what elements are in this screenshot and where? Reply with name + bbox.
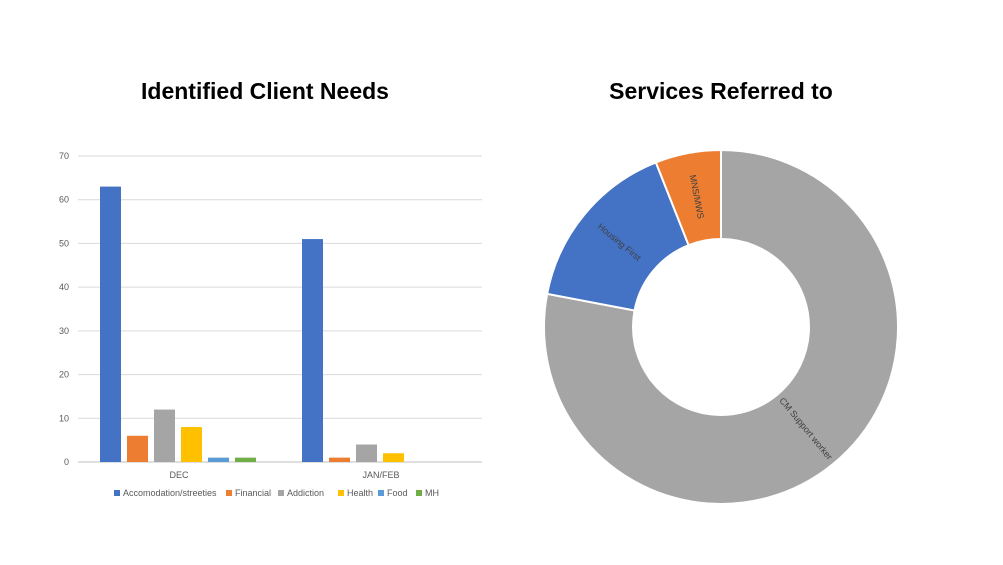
bar-health-jan-feb	[383, 453, 404, 462]
bar-financial-dec	[127, 435, 148, 462]
slice-cm-support-worker	[543, 148, 899, 505]
bar-accomodation-streeties-dec	[100, 186, 121, 462]
legend-label-food: Food	[387, 488, 408, 498]
legend-swatch-accomodation-streeties	[114, 490, 120, 496]
slice-mns-mws	[654, 148, 722, 247]
y-tick-label: 50	[59, 238, 69, 248]
y-tick-label: 20	[59, 370, 69, 380]
legend-label-accomodation-streeties: Accomodation/streeties	[123, 488, 217, 498]
y-tick-label: 60	[59, 195, 69, 205]
y-tick-label: 40	[59, 282, 69, 292]
bar-mh-dec	[235, 457, 256, 462]
bar-food-dec	[208, 457, 229, 462]
bar-addiction-jan-feb	[356, 444, 377, 462]
x-tick-label: JAN/FEB	[362, 470, 399, 480]
bar-accomodation-streeties-jan-feb	[302, 239, 323, 462]
y-tick-label: 0	[64, 457, 69, 467]
legend-label-mh: MH	[425, 488, 439, 498]
legend-swatch-food	[378, 490, 384, 496]
bar-chart-title: Identified Client Needs	[141, 78, 389, 104]
bar-financial-jan-feb	[329, 457, 350, 462]
x-tick-label: DEC	[169, 470, 189, 480]
legend-swatch-health	[338, 490, 344, 496]
legend-label-health: Health	[347, 488, 373, 498]
bar-health-dec	[181, 427, 202, 462]
legend-swatch-addiction	[278, 490, 284, 496]
legend-label-addiction: Addiction	[287, 488, 324, 498]
y-tick-label: 10	[59, 413, 69, 423]
legend-swatch-financial	[226, 490, 232, 496]
y-tick-label: 30	[59, 326, 69, 336]
bar-addiction-dec	[154, 409, 175, 462]
doughnut-chart-title: Services Referred to	[609, 78, 833, 104]
y-tick-label: 70	[59, 151, 69, 161]
legend-label-financial: Financial	[235, 488, 271, 498]
legend-swatch-mh	[416, 490, 422, 496]
slice-housing-first	[545, 161, 690, 312]
